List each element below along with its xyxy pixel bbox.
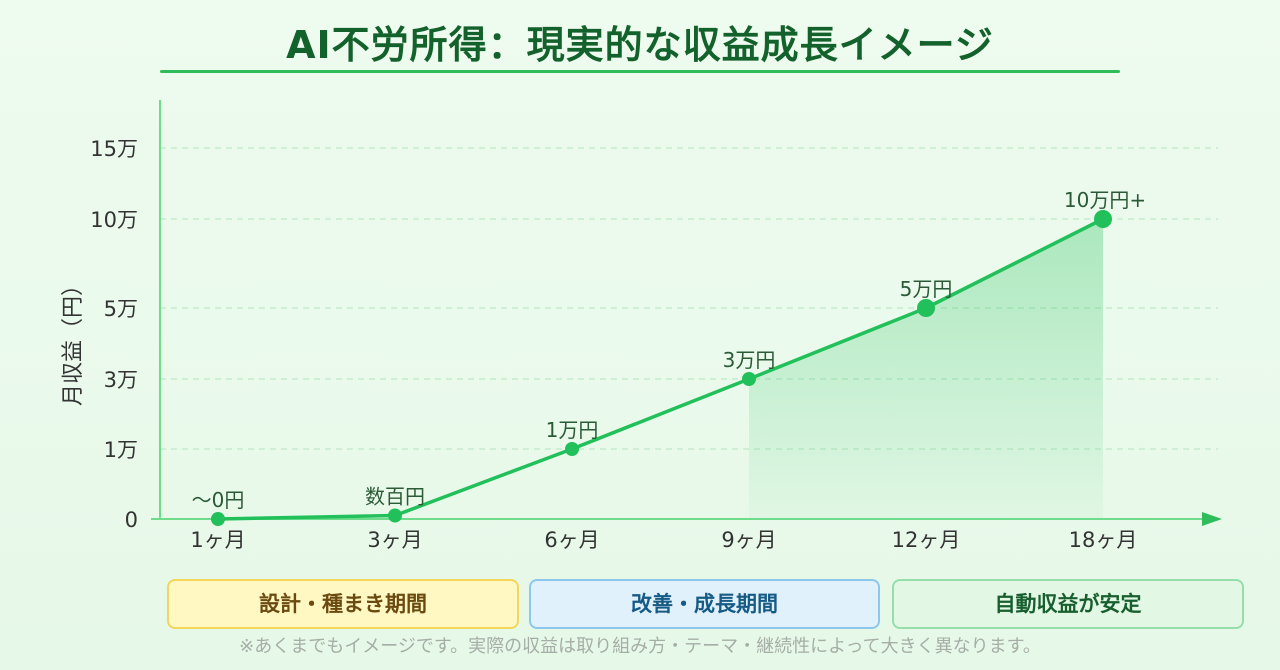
data-label: 〜0円 bbox=[192, 488, 245, 512]
x-tick-label: 9ヶ月 bbox=[721, 528, 776, 552]
data-point bbox=[1094, 210, 1112, 228]
x-tick-label: 6ヶ月 bbox=[544, 528, 599, 552]
data-label: 10万円+ bbox=[1064, 188, 1146, 212]
y-tick-label: 5万 bbox=[104, 297, 138, 321]
y-tick-label: 10万 bbox=[90, 208, 138, 232]
chart-title: AI不労所得：現実的な収益成長イメージ bbox=[286, 23, 994, 67]
phase-badge-growth: 改善・成長期間 bbox=[529, 579, 880, 629]
data-label: 3万円 bbox=[723, 348, 776, 372]
data-point bbox=[388, 508, 402, 523]
phase-badge-design: 設計・種まき期間 bbox=[167, 579, 519, 629]
data-point bbox=[565, 442, 579, 456]
data-label: 数百円 bbox=[365, 485, 425, 509]
data-point bbox=[211, 512, 225, 526]
data-label: 5万円 bbox=[900, 277, 953, 301]
data-label: 1万円 bbox=[546, 418, 599, 442]
y-tick-label: 0 bbox=[125, 508, 138, 532]
x-axis-arrow bbox=[1202, 512, 1222, 526]
phase-badge-stable: 自動収益が安定 bbox=[892, 579, 1244, 629]
data-point bbox=[917, 299, 935, 317]
x-tick-label: 12ヶ月 bbox=[892, 528, 961, 552]
area-fill bbox=[749, 219, 1103, 519]
series-line bbox=[217, 217, 1104, 521]
y-tick-label: 15万 bbox=[90, 137, 138, 161]
y-tick-label: 3万 bbox=[104, 368, 138, 392]
y-axis-title: 月収益（円） bbox=[61, 274, 86, 406]
title-underline bbox=[160, 70, 1120, 73]
disclaimer-note: ※あくまでもイメージです。実際の収益は取り組み方・テーマ・継続性によって大きく異… bbox=[239, 636, 1041, 657]
data-point bbox=[742, 372, 756, 386]
y-tick-label: 1万 bbox=[104, 438, 138, 462]
x-tick-label: 18ヶ月 bbox=[1069, 528, 1138, 552]
x-tick-label: 1ヶ月 bbox=[190, 528, 245, 552]
x-tick-label: 3ヶ月 bbox=[367, 528, 422, 552]
